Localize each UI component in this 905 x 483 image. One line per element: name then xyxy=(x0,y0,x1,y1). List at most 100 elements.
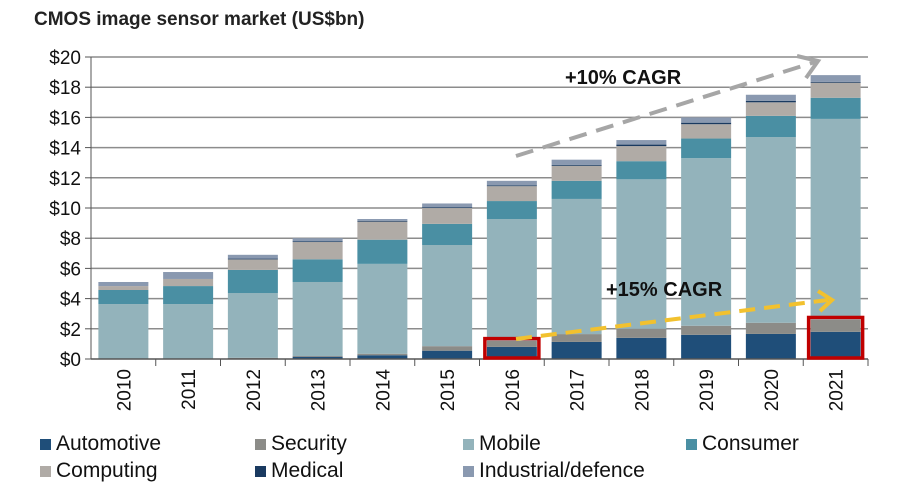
x-tick-label: 2017 xyxy=(568,369,589,411)
bar-segment-computing-2017 xyxy=(551,165,602,181)
bar-segment-mobile-2013 xyxy=(292,281,343,356)
bar-segment-mobile-2011 xyxy=(163,304,214,359)
bar-segment-security-2018 xyxy=(616,328,667,338)
bar-segment-automotive-2018 xyxy=(616,337,667,359)
legend-swatch xyxy=(255,438,266,450)
bar-segment-industrial-defence-2015 xyxy=(422,203,473,208)
x-tick-label: 2013 xyxy=(309,369,330,411)
bar-segment-consumer-2018 xyxy=(616,161,667,180)
bar-segment-computing-2016 xyxy=(486,186,537,202)
legend-label: Security xyxy=(271,432,347,455)
x-tick-label: 2019 xyxy=(697,369,718,411)
bar-segment-mobile-2015 xyxy=(422,244,473,347)
bar-segment-industrial-defence-2016 xyxy=(486,180,537,186)
bar-segment-mobile-2014 xyxy=(357,263,408,354)
bar-segment-medical-2016 xyxy=(486,185,537,187)
bar-segment-medical-2014 xyxy=(357,220,408,222)
bar-segment-industrial-defence-2010 xyxy=(98,281,149,287)
cagr-15-arrowhead-icon xyxy=(816,289,836,313)
x-tick-label: 2011 xyxy=(179,369,200,410)
bar-segment-automotive-2013 xyxy=(292,356,343,359)
legend-swatch xyxy=(686,438,697,450)
bar-segment-security-2013 xyxy=(292,355,343,357)
y-tick-label: $0 xyxy=(60,350,81,371)
bar-segment-automotive-2020 xyxy=(745,333,796,359)
x-tick-label: 2014 xyxy=(373,369,394,412)
bar-segment-industrial-defence-2017 xyxy=(551,159,602,165)
x-tick-label: 2021 xyxy=(827,369,848,411)
bar-segment-mobile-2019 xyxy=(681,158,732,326)
cagr-10-arrow xyxy=(515,60,816,158)
bar-segment-mobile-2021 xyxy=(810,118,861,320)
y-tick-label: $16 xyxy=(49,108,81,129)
legend-label: Automotive xyxy=(56,432,162,455)
bar-segment-computing-2019 xyxy=(681,124,732,139)
bar-segment-security-2021 xyxy=(810,319,861,332)
bar-segment-computing-2011 xyxy=(163,278,214,287)
bar-segment-computing-2014 xyxy=(357,221,408,240)
legend-label: Medical xyxy=(271,459,344,482)
bar-segment-industrial-defence-2019 xyxy=(681,117,732,123)
x-tick-label: 2018 xyxy=(632,369,653,411)
legend-label: Consumer xyxy=(702,432,799,455)
legend-label: Computing xyxy=(56,459,158,482)
legend-label: Mobile xyxy=(479,432,541,455)
legend-label: Industrial/defence xyxy=(479,459,645,482)
y-tick-label: $2 xyxy=(60,320,81,341)
bar-segment-security-2019 xyxy=(681,325,732,335)
legend-item-consumer: Consumer xyxy=(686,432,799,456)
bar-segment-medical-2015 xyxy=(422,207,473,209)
bar-segment-security-2015 xyxy=(422,346,473,351)
bar-segment-mobile-2018 xyxy=(616,179,667,329)
legend-item-industrial-defence: Industrial/defence xyxy=(463,459,645,483)
bar-segment-automotive-2021 xyxy=(810,331,861,359)
x-tick-label: 2010 xyxy=(114,369,135,411)
y-tick-label: $8 xyxy=(60,229,81,250)
y-tick-label: $4 xyxy=(60,290,82,311)
bar-segment-medical-2018 xyxy=(616,144,667,147)
bar-segment-mobile-2017 xyxy=(551,198,602,335)
legend-swatch xyxy=(40,465,51,477)
bar-segment-security-2014 xyxy=(357,353,408,356)
bar-segment-industrial-defence-2011 xyxy=(163,272,214,279)
bar-segment-industrial-defence-2014 xyxy=(357,219,408,221)
bar-segment-computing-2013 xyxy=(292,241,343,260)
legend-swatch xyxy=(40,438,51,450)
bar-segment-industrial-defence-2018 xyxy=(616,140,667,145)
bar-segment-mobile-2010 xyxy=(98,304,149,359)
y-tick-label: $14 xyxy=(49,139,81,160)
legend-swatch xyxy=(463,465,474,477)
cagr-10-label: +10% CAGR xyxy=(565,67,682,89)
bar-segment-computing-2021 xyxy=(810,82,861,98)
x-tick-label: 2012 xyxy=(244,369,265,411)
bar-segment-security-2016 xyxy=(486,340,537,347)
y-tick-label: $12 xyxy=(49,169,81,190)
bar-segment-consumer-2010 xyxy=(98,289,149,305)
bar-segment-industrial-defence-2021 xyxy=(810,75,861,82)
x-tick-label: 2016 xyxy=(503,369,524,411)
bar-segment-automotive-2017 xyxy=(551,341,602,359)
bar-segment-automotive-2015 xyxy=(422,350,473,359)
legend-swatch xyxy=(463,438,474,450)
legend-item-automotive: Automotive xyxy=(40,432,161,456)
bar-segment-medical-2013 xyxy=(292,241,343,243)
x-tick-label: 2015 xyxy=(438,369,459,411)
bar-segment-computing-2012 xyxy=(227,259,278,270)
bar-segment-automotive-2019 xyxy=(681,334,732,359)
bar-segment-computing-2015 xyxy=(422,208,473,224)
x-tick-label: 2020 xyxy=(762,369,783,411)
bar-segment-consumer-2021 xyxy=(810,97,861,119)
bar-segment-industrial-defence-2012 xyxy=(227,254,278,259)
bar-segment-industrial-defence-2020 xyxy=(745,94,796,101)
bar-segment-consumer-2019 xyxy=(681,138,732,159)
highlight-box-2016 xyxy=(483,336,541,360)
legend-item-mobile: Mobile xyxy=(463,432,541,456)
bar-segment-mobile-2012 xyxy=(227,293,278,358)
y-tick-label: $20 xyxy=(49,48,81,69)
bar-segment-consumer-2020 xyxy=(745,115,796,138)
bar-segment-consumer-2016 xyxy=(486,201,537,220)
bar-segment-security-2020 xyxy=(745,322,796,334)
bar-segment-medical-2019 xyxy=(681,122,732,125)
legend-item-security: Security xyxy=(255,432,347,456)
